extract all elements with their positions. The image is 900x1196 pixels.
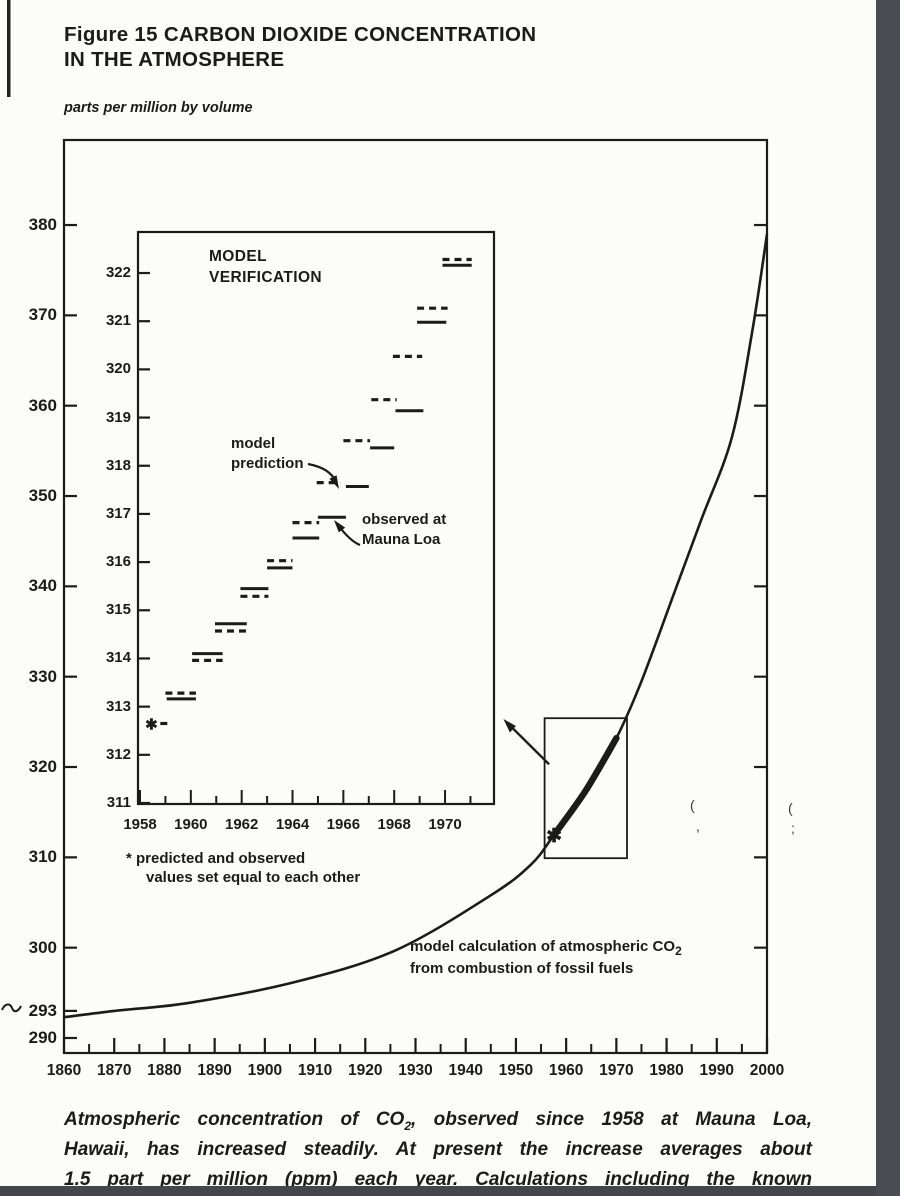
main-x-tick-label-1970: 1970: [599, 1062, 634, 1079]
main-x-tick-label-1900: 1900: [247, 1062, 283, 1079]
main-x-tick-label-2000: 2000: [749, 1062, 785, 1079]
inset-y-tick-label-311: 311: [106, 794, 131, 811]
main-x-tick-label-1870: 1870: [96, 1062, 132, 1079]
inset-x-tick-label-1960: 1960: [174, 816, 208, 833]
main-y-tick-label-290: 290: [28, 1028, 57, 1047]
inset-y-tick-label-317: 317: [105, 504, 131, 522]
main-x-tick-label-1880: 1880: [147, 1062, 182, 1079]
svg-text:✱: ✱: [145, 716, 158, 733]
main-y-tick-label-350: 350: [28, 486, 57, 506]
main-x-tick-label-1960: 1960: [548, 1062, 584, 1079]
main-y-tick-label-360: 360: [28, 395, 57, 415]
main-y-tick-label-380: 380: [28, 215, 57, 235]
figure-title-line2: IN THE ATMOSPHERE: [64, 48, 285, 71]
inset-y-tick-label-315: 315: [105, 601, 131, 619]
main-x-tick-label-1930: 1930: [398, 1062, 433, 1079]
caption-line1: Atmospheric concentration of CO2, observ…: [64, 1109, 812, 1133]
main-y-tick-label-320: 320: [28, 757, 57, 776]
scanner-background-bottom-band: [0, 1186, 876, 1196]
inset-title: MODEL VERIFICATION: [209, 248, 323, 286]
co2-subscript-caption: 2: [404, 1118, 412, 1133]
main-x-tick-label-1990: 1990: [699, 1062, 735, 1079]
inset-y-tick-label-320: 320: [105, 360, 131, 378]
main-x-tick-label-1940: 1940: [448, 1062, 483, 1079]
inset-y-tick-label-318: 318: [105, 456, 131, 474]
caption-line3: 1.5 part per million (ppm) each year. Ca…: [64, 1169, 812, 1190]
figure-title-line1: Figure 15 CARBON DIOXIDE CONCENTRATION: [64, 23, 537, 46]
main-y-tick-label-330: 330: [28, 666, 57, 686]
inset-x-tick-label-1964: 1964: [275, 816, 310, 833]
svg-text:,: ,: [696, 818, 700, 834]
caption-line2: Hawaii, has increased steadily. At prese…: [64, 1139, 812, 1160]
inset-x-tick-label-1966: 1966: [326, 816, 361, 833]
inset-footnote-line1: * predicted and observed: [126, 850, 306, 867]
inset-y-tick-label-322: 322: [105, 264, 131, 282]
inset-y-tick-label-321: 321: [105, 312, 131, 330]
scanner-background-right-band: [876, 0, 900, 1196]
figure-caption: Atmospheric concentration of CO2, observ…: [64, 1105, 812, 1195]
annotation-model-calculation-line2: from combustion of fossil fuels: [410, 960, 634, 977]
main-y-tick-label-370: 370: [28, 305, 57, 325]
co2-subscript: 2: [675, 944, 682, 958]
svg-text:(: (: [788, 800, 793, 816]
inset-footnote-line2: values set equal to each other: [146, 869, 361, 886]
main-x-tick-label-1980: 1980: [649, 1062, 684, 1079]
y-axis-units-label: parts per million by volume: [64, 100, 253, 116]
annotation-model-calculation: model calculation of atmospheric CO2 fro…: [410, 936, 682, 980]
inset-x-tick-label-1962: 1962: [224, 816, 259, 833]
svg-text:;: ;: [791, 820, 795, 836]
annotation-observed-at-mauna-loa: observed at Mauna Loa: [362, 511, 447, 548]
inset-x-tick-label-1968: 1968: [377, 816, 411, 833]
inset-x-tick-label-1970: 1970: [428, 816, 462, 833]
inset-x-tick-label-1958: 1958: [123, 816, 157, 833]
annotation-model-prediction: model prediction: [231, 435, 304, 472]
inset-y-tick-label-312: 312: [105, 745, 131, 763]
inset-y-tick-label-313: 313: [105, 697, 131, 715]
inset-y-tick-label-314: 314: [105, 649, 131, 667]
main-y-tick-label-300: 300: [28, 937, 57, 957]
annotation-model-calculation-line1: model calculation of atmospheric CO: [410, 938, 676, 955]
inset-y-tick-label-316: 316: [105, 553, 131, 571]
svg-text:(: (: [690, 797, 695, 813]
main-x-tick-label-1950: 1950: [498, 1062, 534, 1079]
main-y-tick-label-310: 310: [28, 847, 57, 867]
svg-text:✱: ✱: [546, 826, 562, 847]
main-y-tick-label-293: 293: [28, 1000, 57, 1020]
main-y-tick-label-340: 340: [28, 576, 57, 596]
main-x-tick-label-1910: 1910: [297, 1062, 333, 1079]
main-x-tick-label-1890: 1890: [197, 1062, 232, 1079]
main-x-tick-label-1860: 1860: [46, 1062, 82, 1079]
inset-y-tick-label-319: 319: [105, 408, 131, 426]
main-x-tick-label-1920: 1920: [348, 1062, 383, 1079]
